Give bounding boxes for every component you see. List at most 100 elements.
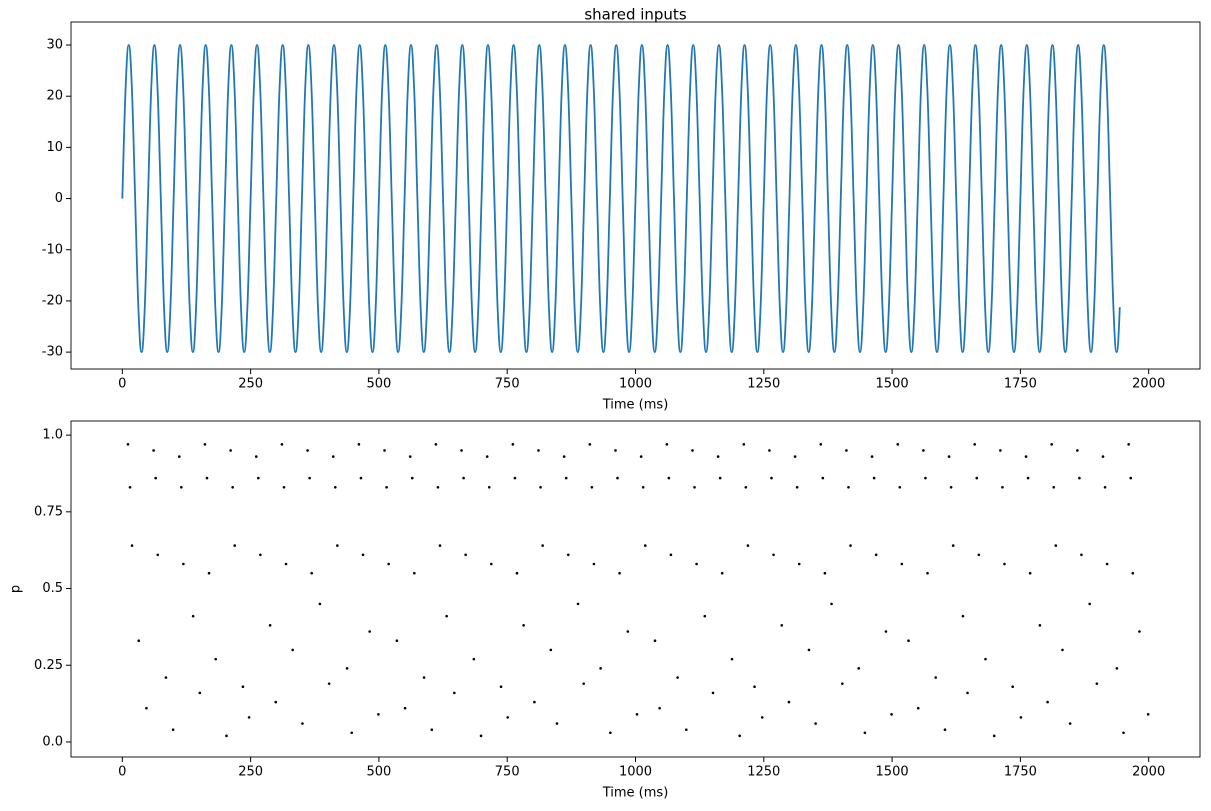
spike-dot xyxy=(676,676,679,679)
spike-dot xyxy=(977,553,981,557)
spike-dot xyxy=(588,443,592,446)
spike-dot xyxy=(485,455,489,458)
spike-dot xyxy=(641,485,645,489)
y-tick-label: 0.25 xyxy=(34,658,63,673)
spike-dot xyxy=(177,455,181,458)
spike-dot xyxy=(635,713,639,716)
y-axis-label: p xyxy=(9,585,24,593)
spike-dot xyxy=(768,449,771,452)
spike-dot xyxy=(797,562,801,566)
spike-dot xyxy=(331,455,335,458)
spike-dot xyxy=(720,571,724,575)
x-tick-label: 1750 xyxy=(1004,765,1037,780)
y-tick-label: 0.75 xyxy=(34,504,63,519)
spike-dot xyxy=(1088,602,1091,606)
spike-dot xyxy=(387,562,390,566)
axes: Time (ms) p 0 250 500 750 1000 1250 1500 1750 2000… xyxy=(9,420,1201,801)
spike-dot xyxy=(961,614,965,618)
spike-dot xyxy=(408,455,412,458)
spike-dot xyxy=(1078,476,1081,480)
x-tick-label: 1500 xyxy=(876,765,909,780)
spike-dot xyxy=(403,706,407,710)
spike-dot xyxy=(884,630,888,633)
spike-dot xyxy=(599,667,602,670)
spike-dot xyxy=(1052,485,1056,489)
spike-dot xyxy=(1028,571,1032,575)
spike-dot xyxy=(182,562,185,566)
spike-dot xyxy=(1138,630,1141,633)
spike-dot xyxy=(280,443,284,446)
spike-dot xyxy=(154,476,157,480)
spike-dot xyxy=(966,691,969,695)
spike-dot xyxy=(156,553,160,557)
spike-dot xyxy=(896,443,900,446)
spike-dot xyxy=(1105,562,1109,566)
spike-dot xyxy=(730,657,734,661)
spike-dot xyxy=(259,553,262,557)
spike-dot xyxy=(924,476,927,480)
spike-dot xyxy=(772,553,775,557)
spike-dot xyxy=(590,485,594,489)
x-tick-label: 500 xyxy=(366,765,391,780)
spike-dot xyxy=(665,443,669,446)
spike-dot xyxy=(499,685,503,689)
spike-dot xyxy=(257,476,260,480)
spike-dot xyxy=(992,734,996,738)
spike-dot xyxy=(1095,682,1099,685)
x-tick-label: 1000 xyxy=(619,377,652,392)
spike-dot xyxy=(1068,722,1072,725)
y-tick-label: 0 xyxy=(55,191,63,206)
spike-dot xyxy=(916,706,920,710)
spike-dot xyxy=(207,571,211,575)
spike-dot xyxy=(1019,716,1023,719)
spike-dot xyxy=(410,476,414,480)
spike-dot xyxy=(233,544,237,547)
spike-dot xyxy=(975,476,979,480)
spike-dot xyxy=(377,713,380,716)
spike-dot xyxy=(1131,571,1135,575)
spike-dot xyxy=(618,571,621,575)
y-tick-label: -30 xyxy=(42,345,63,360)
spike-dot xyxy=(984,657,987,661)
spike-dot xyxy=(430,728,434,731)
spike-dot xyxy=(582,682,585,685)
spike-dot xyxy=(383,449,386,452)
spike-dot xyxy=(308,476,311,480)
spike-dot xyxy=(539,485,542,489)
spike-dot xyxy=(164,676,168,679)
spike-dot xyxy=(453,691,456,695)
spike-dot xyxy=(576,602,580,606)
spike-dot xyxy=(361,553,365,557)
spike-dot xyxy=(1101,455,1105,458)
spike-dot xyxy=(537,449,540,452)
x-tick-label: 0 xyxy=(118,765,126,780)
spike-dot xyxy=(241,685,245,689)
spike-dot xyxy=(254,455,258,458)
spike-dot xyxy=(445,614,448,618)
spike-dot xyxy=(336,544,339,547)
x-tick-label: 250 xyxy=(238,377,263,392)
x-tick-label: 1750 xyxy=(1004,377,1037,392)
spike-dot xyxy=(716,455,720,458)
spike-dot xyxy=(566,553,570,557)
spike-dot xyxy=(422,676,426,679)
y-tick-label: -20 xyxy=(42,293,63,308)
spike-dot xyxy=(1050,443,1053,446)
x-tick-label: 1500 xyxy=(876,377,909,392)
axes: shared inputs Time (ms) 0 250 500 750 1000 1250… xyxy=(42,6,1201,413)
spike-dot xyxy=(793,455,797,458)
spike-dot xyxy=(282,485,286,489)
spike-dot xyxy=(830,602,833,606)
spike-dot xyxy=(318,602,322,606)
spike-dot xyxy=(145,706,148,710)
spike-dot xyxy=(549,648,553,652)
spike-dot xyxy=(291,648,294,652)
spike-dot xyxy=(395,639,399,643)
spike-dot xyxy=(898,485,902,489)
spike-dot xyxy=(639,455,643,458)
spike-dot xyxy=(863,731,867,735)
spike-dot xyxy=(770,476,773,480)
y-tick-label: 0.5 xyxy=(42,581,63,596)
spike-dot xyxy=(247,716,251,719)
